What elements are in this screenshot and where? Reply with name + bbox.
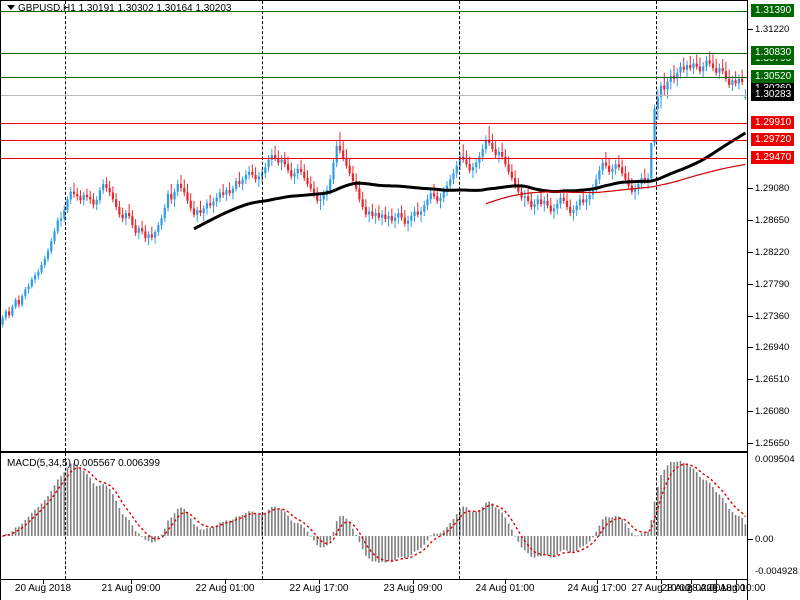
price-tick-value: 1.26080 — [755, 406, 790, 417]
price-candlestick-canvas — [1, 51, 747, 328]
time-axis-label: 21 Aug 09:00 — [101, 583, 161, 594]
current-price-tag[interactable]: 1.30283 — [751, 88, 795, 101]
resistance-price-tag[interactable]: 1.30830 — [751, 46, 795, 59]
support-price-tag[interactable]: 1.29720 — [751, 133, 795, 146]
price-tick-value: 1.31220 — [755, 24, 790, 35]
price-tick-value: 1.28650 — [755, 215, 790, 226]
macd-tick-value: -0.004928 — [755, 566, 798, 577]
time-axis-tick — [319, 580, 320, 584]
time-axis-tick — [225, 580, 226, 584]
support-line-5[interactable] — [1, 140, 747, 141]
resistance-line-1[interactable] — [1, 53, 747, 54]
price-tick-value: 1.29080 — [755, 183, 790, 194]
price-axis[interactable]: 1.31220 1.29080 1.28650 1.28220 1.27790 1.273… — [748, 0, 800, 580]
price-tick-value: 1.28220 — [755, 247, 790, 258]
triangle-down-icon — [7, 5, 15, 11]
time-axis-tick — [716, 580, 717, 584]
time-axis-tick — [131, 580, 132, 584]
price-tick-label: 1.31220 — [748, 24, 800, 36]
price-chart-pane[interactable]: GBPUSD,H1 1.30191 1.30302 1.30164 1.3020… — [0, 0, 748, 452]
support-price-tag[interactable]: 1.29470 — [751, 151, 795, 164]
macd-tick-value: 0.009504 — [755, 454, 795, 465]
macd-plot-area — [1, 453, 747, 579]
current-price-line-3[interactable] — [1, 95, 747, 96]
time-axis-label: 28 Aug 02:00 — [661, 583, 721, 594]
time-axis-tick — [413, 580, 414, 584]
macd-canvas — [1, 460, 747, 563]
time-axis-label: 22 Aug 17:00 — [289, 583, 349, 594]
time-axis-label: 20 Aug 2018 — [14, 583, 72, 594]
macd-gridline-2 — [459, 453, 460, 579]
time-axis-tick — [736, 580, 737, 584]
price-tick-label: 1.28220 — [748, 247, 800, 259]
price-gridline-2 — [459, 1, 460, 451]
macd-gridline-3 — [656, 453, 657, 579]
time-axis-tick — [691, 580, 692, 584]
time-axis-label: 24 Aug 01:00 — [475, 583, 535, 594]
price-tick-value: 1.26940 — [755, 342, 790, 353]
price-tick-label: 1.26080 — [748, 406, 800, 418]
price-tick-value: 1.25650 — [755, 438, 790, 449]
price-tick-label: 1.25650 — [748, 438, 800, 450]
support-line-6[interactable] — [1, 158, 747, 159]
time-axis-tick — [661, 580, 662, 584]
macd-tick-value: 0.00 — [755, 534, 774, 545]
resistance-line-0[interactable] — [1, 11, 747, 12]
price-gridline-0 — [65, 1, 66, 451]
macd-tick-label: 0.009504 — [748, 454, 800, 466]
macd-gridline-0 — [65, 453, 66, 579]
resistance-line-2[interactable] — [1, 77, 747, 78]
price-tick-value: 1.27790 — [755, 279, 790, 290]
price-tick-label: 1.27790 — [748, 279, 800, 291]
time-axis-label: 22 Aug 01:00 — [195, 583, 255, 594]
symbol-ohlc-text: GBPUSD,H1 1.30191 1.30302 1.30164 1.3020… — [18, 3, 232, 14]
price-tick-label: 1.26940 — [748, 342, 800, 354]
macd-tick-label: -0.004928 — [748, 566, 800, 578]
price-gridline-1 — [262, 1, 263, 451]
macd-gridline-1 — [262, 453, 263, 579]
price-tick-label: 1.28650 — [748, 215, 800, 227]
price-tick-label: 1.29080 — [748, 183, 800, 195]
time-axis-label: 27 Aug 10:00 — [631, 583, 691, 594]
resistance-price-tag[interactable]: 1.30520 — [751, 70, 795, 83]
time-axis-label: 24 Aug 17:00 — [567, 583, 627, 594]
time-axis-label: 23 Aug 09:00 — [383, 583, 443, 594]
time-axis-tick — [597, 580, 598, 584]
price-tick-label: 1.27360 — [748, 311, 800, 323]
price-tick-value: 1.27360 — [755, 311, 790, 322]
support-line-4[interactable] — [1, 123, 747, 124]
price-tick-label: 1.26510 — [748, 374, 800, 386]
macd-legend-text: MACD(5,34,5) 0.005567 0.006399 — [7, 458, 160, 469]
time-axis-label: 28 Aug 18:00 — [686, 583, 746, 594]
macd-tick-label: 0.00 — [748, 534, 800, 546]
macd-indicator-pane[interactable]: MACD(5,34,5) 0.005567 0.006399 — [0, 452, 748, 580]
chart-symbol-legend: GBPUSD,H1 1.30191 1.30302 1.30164 1.3020… — [7, 3, 232, 15]
support-price-tag[interactable]: 1.29910 — [751, 116, 795, 129]
price-plot-area — [1, 1, 747, 451]
macd-legend: MACD(5,34,5) 0.005567 0.006399 — [7, 458, 160, 470]
price-gridline-3 — [656, 1, 657, 451]
time-axis-label: 29 Aug 10:00 — [706, 583, 766, 594]
time-axis-tick — [43, 580, 44, 584]
time-axis[interactable]: 20 Aug 2018 21 Aug 09:00 22 Aug 01:00 22 Au… — [0, 580, 765, 600]
time-axis-tick — [505, 580, 506, 584]
resistance-price-tag[interactable]: 1.31390 — [751, 4, 795, 17]
price-tick-value: 1.26510 — [755, 374, 790, 385]
